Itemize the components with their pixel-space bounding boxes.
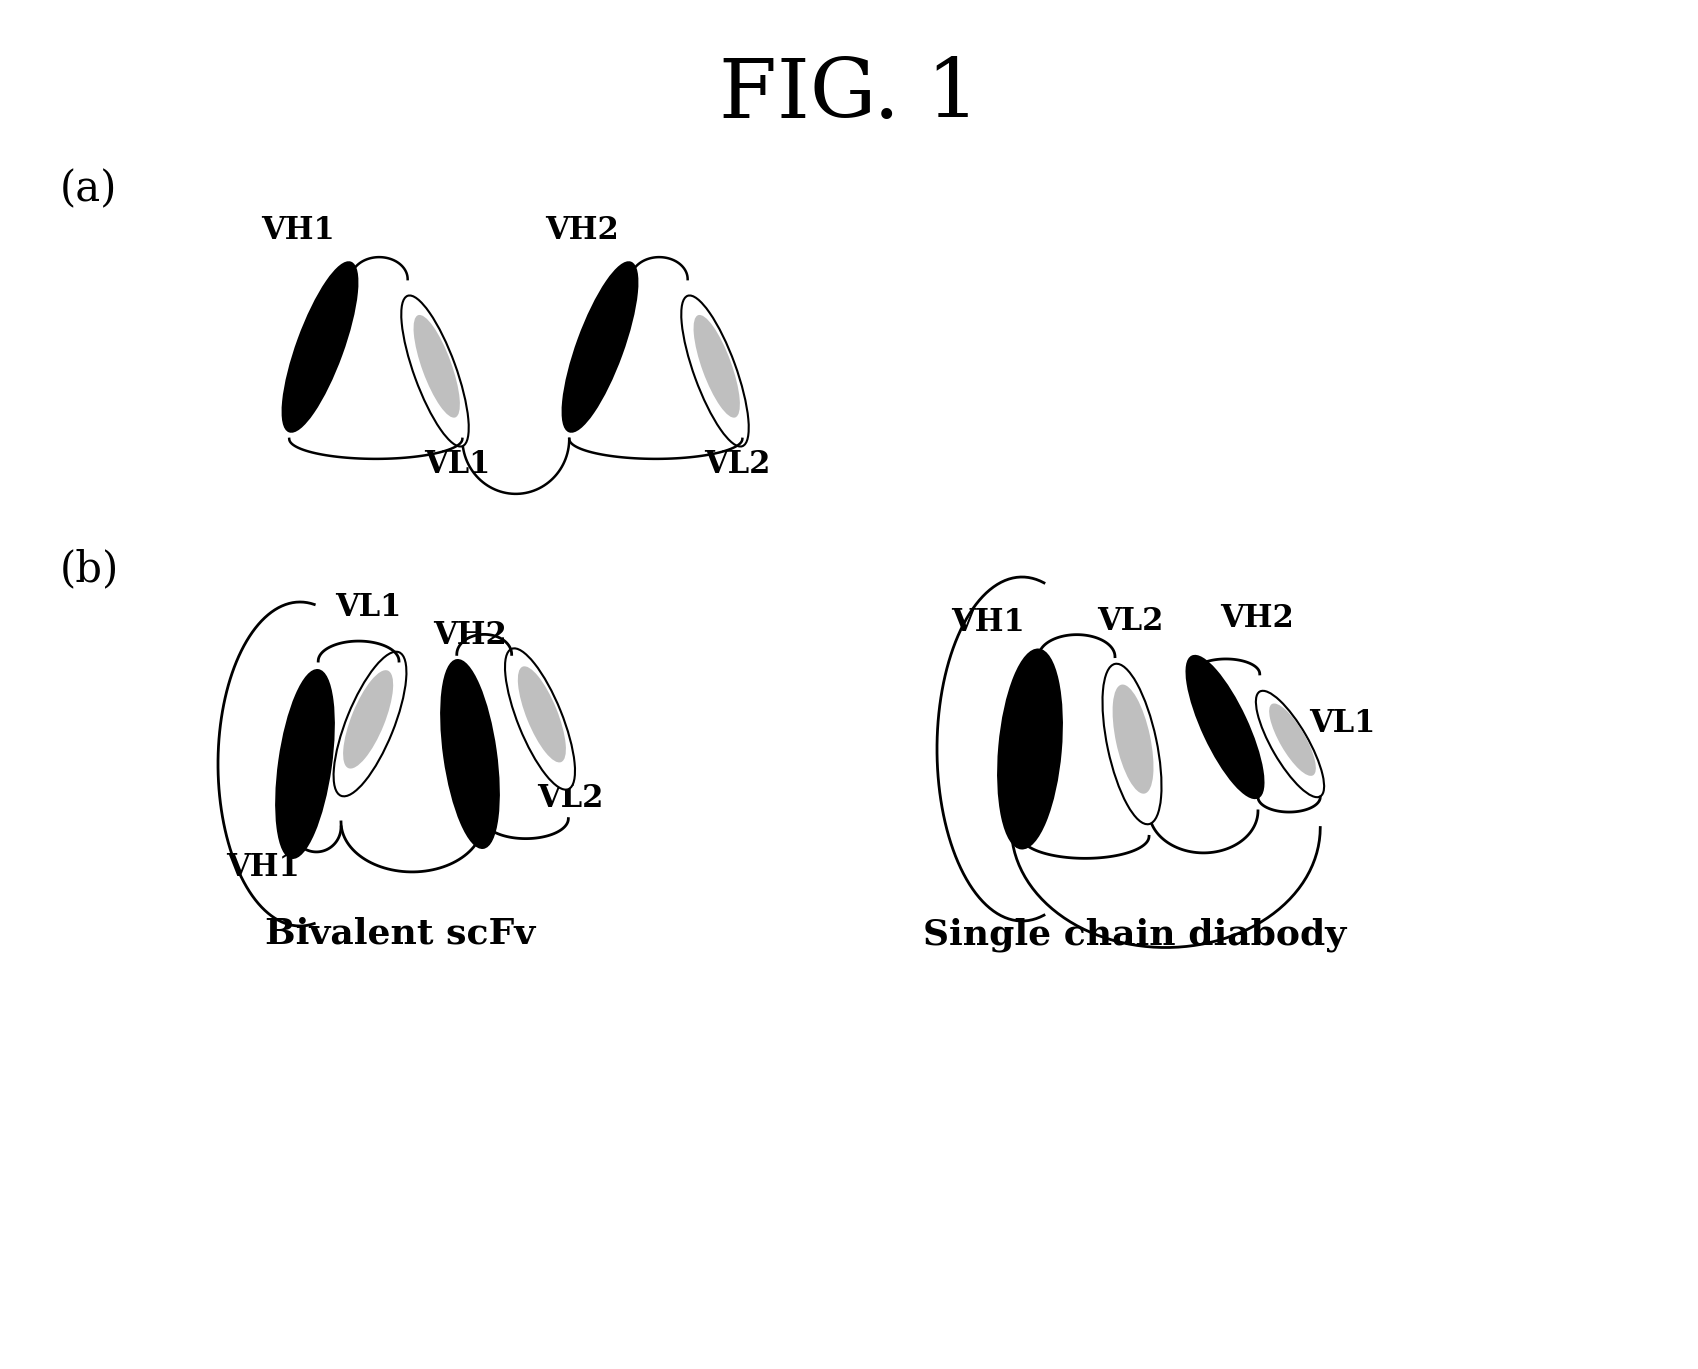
Ellipse shape [1257, 691, 1324, 797]
Text: VH2: VH2 [1221, 602, 1294, 634]
Text: VL2: VL2 [703, 449, 771, 481]
Text: VL2: VL2 [1097, 606, 1163, 637]
Text: FIG. 1: FIG. 1 [718, 55, 980, 136]
Ellipse shape [441, 660, 499, 849]
Ellipse shape [504, 649, 576, 790]
Ellipse shape [681, 296, 749, 446]
Text: VH1: VH1 [261, 215, 335, 246]
Text: VL1: VL1 [424, 449, 491, 481]
Ellipse shape [277, 669, 335, 858]
Text: Bivalent scFv: Bivalent scFv [265, 917, 535, 951]
Text: (a): (a) [59, 168, 117, 209]
Ellipse shape [998, 649, 1061, 849]
Ellipse shape [1187, 656, 1263, 798]
Text: VL1: VL1 [1309, 708, 1375, 739]
Text: VH2: VH2 [433, 620, 508, 652]
Ellipse shape [343, 671, 394, 768]
Ellipse shape [1112, 684, 1153, 794]
Text: VH1: VH1 [226, 852, 301, 883]
Ellipse shape [693, 315, 740, 418]
Ellipse shape [282, 261, 358, 433]
Ellipse shape [562, 261, 638, 433]
Ellipse shape [518, 667, 565, 763]
Text: VH1: VH1 [951, 606, 1026, 638]
Text: VL2: VL2 [537, 783, 603, 815]
Ellipse shape [414, 315, 460, 418]
Ellipse shape [1268, 704, 1316, 776]
Text: Single chain diabody: Single chain diabody [924, 917, 1347, 951]
Text: VH2: VH2 [545, 215, 618, 246]
Ellipse shape [401, 296, 469, 446]
Text: (b): (b) [59, 548, 119, 590]
Text: VL1: VL1 [335, 591, 401, 623]
Ellipse shape [1102, 664, 1161, 824]
Ellipse shape [333, 652, 406, 797]
